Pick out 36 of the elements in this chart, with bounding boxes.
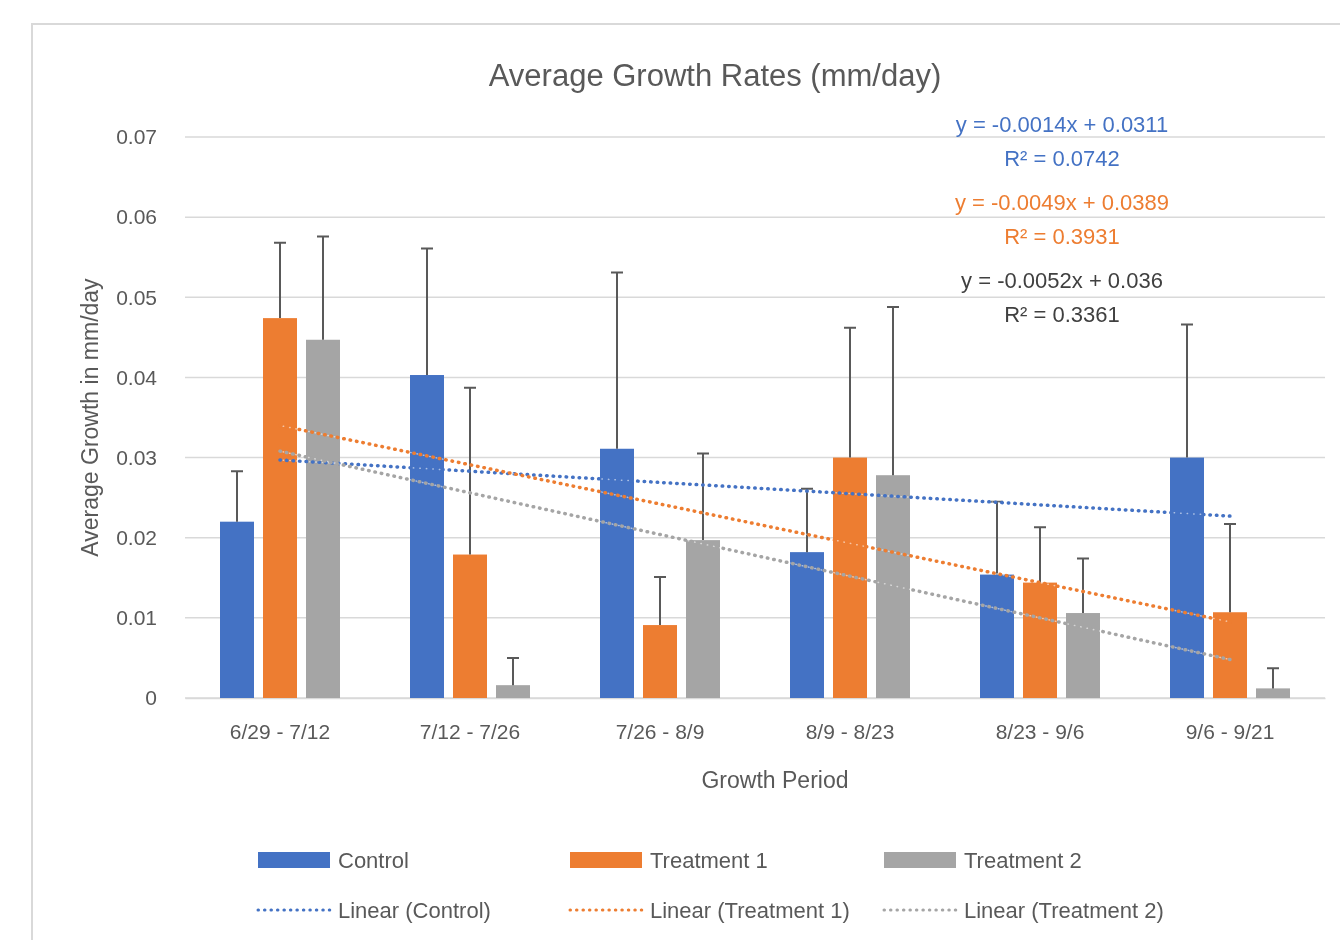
- y-tick-label: 0: [145, 686, 157, 710]
- annotation: y = -0.0014x + 0.0311: [955, 112, 1169, 137]
- bar: [1256, 688, 1290, 698]
- x-tick-label: 8/9 - 8/23: [805, 719, 895, 743]
- bar: [496, 685, 530, 698]
- annotation: y = -0.0052x + 0.036: [961, 268, 1163, 293]
- x-tick-label: 7/26 - 8/9: [615, 719, 705, 743]
- x-axis-title: Growth Period: [701, 767, 849, 793]
- bar: [220, 521, 254, 698]
- y-tick-label: 0.02: [116, 525, 157, 549]
- chart-title: Average Growth Rates (mm/day): [488, 58, 942, 93]
- legend-label: Linear (Control): [338, 898, 491, 923]
- annotation: R² = 0.0742: [1004, 146, 1120, 171]
- bar: [643, 625, 677, 698]
- bar: [790, 552, 824, 698]
- y-tick-label: 0.03: [116, 445, 157, 469]
- y-axis-title: Average Growth in mm/day: [77, 277, 103, 557]
- legend-label: Linear (Treatment 2): [964, 898, 1164, 923]
- y-tick-label: 0.01: [116, 606, 157, 630]
- y-tick-label: 0.05: [116, 285, 157, 309]
- x-tick-label: 6/29 - 7/12: [229, 719, 331, 743]
- y-tick-label: 0.04: [116, 365, 158, 389]
- legend-label: Linear (Treatment 1): [650, 898, 850, 923]
- y-tick-label: 0.06: [116, 205, 157, 229]
- bar: [453, 554, 487, 698]
- legend-label: Treatment 1: [650, 848, 768, 873]
- annotation: R² = 0.3931: [1004, 224, 1120, 249]
- y-tick-label: 0.07: [116, 125, 157, 149]
- x-tick-label: 7/12 - 7/26: [419, 719, 521, 743]
- legend-label: Control: [338, 848, 409, 873]
- x-tick-label: 9/6 - 9/21: [1185, 719, 1275, 743]
- annotation: y = -0.0049x + 0.0389: [954, 190, 1170, 215]
- x-tick-label: 8/23 - 9/6: [995, 719, 1085, 743]
- bar: [980, 574, 1014, 698]
- legend-label: Treatment 2: [964, 848, 1082, 873]
- annotation: R² = 0.3361: [1004, 302, 1120, 327]
